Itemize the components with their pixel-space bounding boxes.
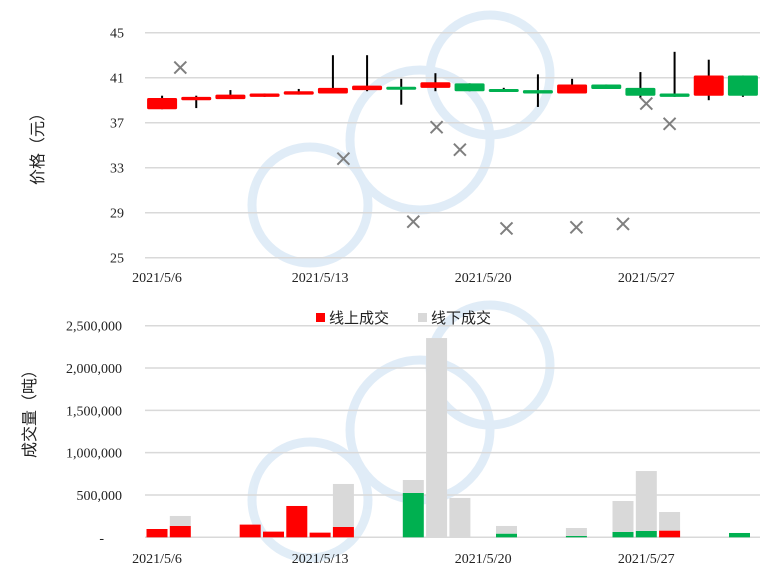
candle-body	[727, 75, 758, 96]
online-volume-bar	[659, 530, 681, 538]
offline-volume-bar	[496, 525, 517, 534]
offline-price-marker	[569, 220, 584, 235]
candle-body	[625, 87, 656, 96]
offline-volume-bar	[565, 527, 587, 536]
online-volume-bar	[729, 532, 750, 538]
price-tick-label: 45	[110, 27, 124, 42]
offline-price-marker	[639, 96, 654, 111]
price-tick-label: 33	[110, 162, 124, 177]
candle-body	[386, 86, 417, 90]
watermark-circle	[345, 355, 495, 505]
offline-price-marker	[453, 142, 467, 157]
price-tick-label: 25	[110, 252, 124, 267]
online-volume-bar	[263, 531, 284, 538]
volume-tick-label: 500,000	[77, 489, 123, 504]
candle-body	[454, 83, 485, 92]
online-volume-bar	[402, 492, 424, 538]
candle-body	[249, 93, 280, 97]
offline-volume-bar	[332, 483, 354, 527]
online-volume-bar	[635, 530, 657, 538]
date-tick-label: 2021/5/20	[455, 552, 512, 567]
candle-body	[591, 84, 622, 89]
online-volume-bar	[286, 505, 308, 538]
price-axis-title: 价格（元）	[28, 105, 47, 185]
volume-tick-label: 1,500,000	[66, 404, 122, 419]
offline-volume-bar	[426, 338, 448, 538]
legend-label-online: 线上成交	[329, 309, 389, 327]
legend-swatch-offline	[418, 313, 427, 322]
date-tick-label: 2021/5/13	[292, 552, 349, 567]
legend: 线上成交 线下成交	[316, 309, 491, 327]
watermark-circle	[247, 437, 373, 563]
date-tick-label: 2021/5/27	[618, 552, 675, 567]
candle-body	[352, 85, 383, 91]
candle-body	[659, 93, 690, 97]
offline-price-marker	[616, 217, 630, 231]
volume-tick-label: 2,000,000	[66, 362, 122, 377]
offline-price-marker	[406, 214, 421, 229]
price-tick-label: 37	[110, 117, 124, 132]
offline-volume-bar	[169, 515, 191, 526]
offline-volume-bar	[449, 497, 471, 538]
online-volume-bar	[169, 525, 191, 538]
candle-body	[557, 84, 588, 94]
volume-tick-label: -	[99, 531, 104, 546]
volume-axis-title: 成交量（吨）	[20, 362, 39, 458]
online-volume-bar	[309, 532, 331, 538]
online-volume-bar	[565, 535, 587, 538]
watermark	[247, 10, 555, 563]
offline-volume-bar	[659, 511, 681, 531]
online-volume-bar	[239, 524, 261, 538]
volume-tick-label: 1,000,000	[66, 447, 122, 462]
candle-body	[693, 75, 724, 96]
candle-body	[215, 94, 246, 100]
date-tick-label: 2021/5/20	[455, 271, 512, 286]
offline-price-marker	[499, 221, 514, 236]
candle-body	[522, 90, 553, 94]
candle-body	[283, 91, 314, 95]
offline-price-marker	[173, 60, 188, 75]
price-tick-label: 29	[110, 207, 124, 222]
offline-price-marker	[336, 151, 351, 166]
watermark-circle	[425, 10, 555, 140]
price-tick-label: 41	[110, 72, 124, 87]
candle-body	[147, 97, 178, 110]
offline-volume-bar	[635, 471, 657, 531]
candle-body	[317, 87, 348, 94]
watermark-circle	[345, 65, 495, 215]
candle-body	[488, 88, 519, 92]
legend-label-offline: 线下成交	[431, 309, 491, 327]
date-tick-label: 2021/5/6	[132, 552, 182, 567]
offline-volume-bar	[402, 479, 424, 493]
date-tick-label: 2021/5/13	[292, 271, 349, 286]
offline-price-marker	[662, 117, 677, 131]
volume-tick-label: 2,500,000	[66, 320, 122, 335]
online-volume-bar	[146, 529, 168, 538]
date-tick-label: 2021/5/6	[132, 271, 182, 286]
offline-volume-bar	[612, 500, 634, 532]
date-tick-label: 2021/5/27	[618, 271, 675, 286]
online-volume-bar	[612, 531, 634, 538]
offline-price-marker	[429, 120, 444, 134]
watermark-circle	[247, 142, 373, 268]
online-volume-bar	[332, 526, 354, 538]
candle-body	[420, 82, 451, 88]
legend-swatch-online	[316, 313, 325, 322]
online-volume-bar	[496, 533, 517, 538]
candle-body	[181, 96, 212, 101]
